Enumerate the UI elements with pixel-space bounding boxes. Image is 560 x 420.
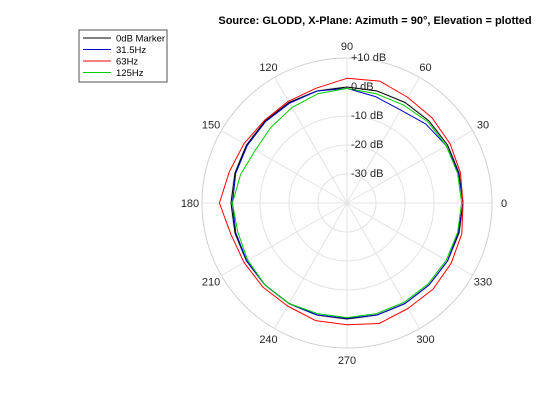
polar-grid	[201, 57, 493, 349]
legend-label: 63Hz	[116, 57, 138, 68]
grid-spoke	[346, 77, 420, 204]
radial-tick-label: -20 dB	[351, 139, 383, 151]
series-line	[218, 77, 464, 326]
angle-tick-label: 330	[474, 277, 492, 289]
angle-tick-label: 0	[501, 198, 507, 210]
grid-spoke	[274, 77, 348, 204]
legend-label: 31.5Hz	[116, 45, 146, 56]
radial-tick-label: +10 dB	[351, 52, 386, 64]
angle-tick-label: 150	[202, 120, 220, 132]
radial-tick-label: -10 dB	[351, 110, 383, 122]
angle-tick-label: 60	[419, 62, 431, 74]
legend-box	[78, 29, 168, 83]
radial-tick-label: -30 dB	[351, 168, 383, 180]
grid-spoke	[221, 202, 348, 276]
grid-spoke	[346, 202, 473, 276]
legend-label: 125Hz	[116, 68, 144, 79]
grid-spoke	[221, 130, 348, 204]
angle-tick-label: 210	[202, 277, 220, 289]
grid-spoke	[346, 130, 473, 204]
chart-title: Source: GLODD, X-Plane: Azimuth = 90°, E…	[218, 15, 531, 27]
angle-tick-label: 90	[341, 41, 353, 53]
radial-tick-label: 0 dB	[351, 81, 374, 93]
angle-tick-label: 180	[181, 198, 199, 210]
angle-tick-label: 30	[477, 120, 489, 132]
radial-tick-labels: -30 dB -20 dB -10 dB 0 dB +10 dB	[351, 52, 386, 180]
grid-spoke	[346, 202, 420, 329]
series-line	[231, 87, 463, 319]
grid-spoke	[274, 202, 348, 329]
series-lines	[218, 77, 464, 326]
angle-tick-labels: 0 30 60 90 120 150 180 210 240 270 300 330	[181, 41, 507, 367]
angle-tick-label: 270	[338, 355, 356, 367]
legend-label: 0dB Marker	[116, 34, 165, 45]
angle-tick-label: 240	[259, 334, 277, 346]
angle-tick-label: 120	[259, 62, 277, 74]
angle-tick-label: 300	[416, 334, 434, 346]
